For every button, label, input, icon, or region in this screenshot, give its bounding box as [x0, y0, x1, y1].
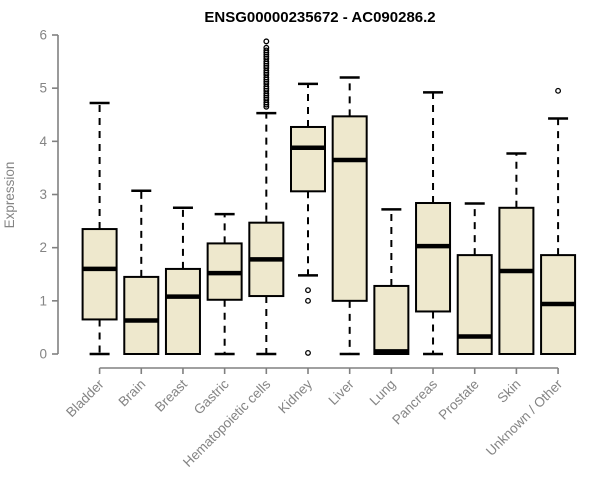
- outlier-point: [305, 287, 311, 294]
- boxplot-breast: [164, 206, 201, 355]
- boxplot-skin: [498, 152, 535, 355]
- y-tick-label: 4: [39, 134, 47, 149]
- y-tick-label: 5: [39, 81, 47, 96]
- outlier-point: [305, 297, 311, 304]
- x-category-label: Liver: [326, 376, 358, 408]
- y-axis-label: Expression: [2, 162, 17, 229]
- x-category-label: Brain: [116, 377, 149, 410]
- y-tick-label: 3: [39, 187, 47, 202]
- boxplot-kidney: [290, 82, 326, 356]
- boxplot-lung: [373, 208, 410, 355]
- boxplot-gastric: [206, 212, 243, 356]
- outlier-point: [305, 349, 311, 356]
- box: [415, 202, 452, 313]
- boxplot-bladder: [81, 101, 118, 356]
- chart-title: ENSG00000235672 - AC090286.2: [204, 9, 435, 26]
- box: [373, 284, 410, 355]
- box: [331, 115, 368, 302]
- x-category-label: Gastric: [191, 376, 232, 417]
- x-category-label: Unknown / Other: [483, 376, 566, 459]
- boxplot-prostate: [456, 202, 493, 355]
- box: [290, 125, 326, 193]
- x-category-label: Prostate: [436, 377, 482, 423]
- y-tick-label: 0: [39, 347, 47, 362]
- x-category-label: Bladder: [63, 376, 107, 420]
- boxplot-liver: [331, 76, 368, 356]
- y-tick-label: 2: [39, 240, 47, 255]
- y-tick-label: 1: [39, 293, 47, 308]
- outlier-point: [263, 101, 270, 108]
- box: [81, 228, 118, 321]
- box: [123, 275, 160, 355]
- outlier-point: [555, 87, 562, 94]
- x-category-label: Pancreas: [389, 376, 440, 427]
- outlier-point: [263, 38, 270, 45]
- outlier-point: [263, 103, 270, 110]
- x-category-label: Kidney: [275, 376, 315, 416]
- boxplot-brain: [123, 189, 160, 355]
- box: [456, 254, 493, 355]
- boxplot-unknown-other: [540, 87, 577, 355]
- boxplots: [81, 38, 577, 356]
- box: [498, 206, 535, 355]
- boxplot-hematopoietic-cells: [248, 38, 285, 356]
- x-category-label: Skin: [494, 377, 523, 406]
- x-category-label: Breast: [152, 376, 190, 414]
- y-tick-label: 6: [39, 28, 47, 43]
- boxplot-pancreas: [415, 91, 452, 356]
- x-category-label: Lung: [367, 377, 399, 409]
- box: [164, 267, 201, 355]
